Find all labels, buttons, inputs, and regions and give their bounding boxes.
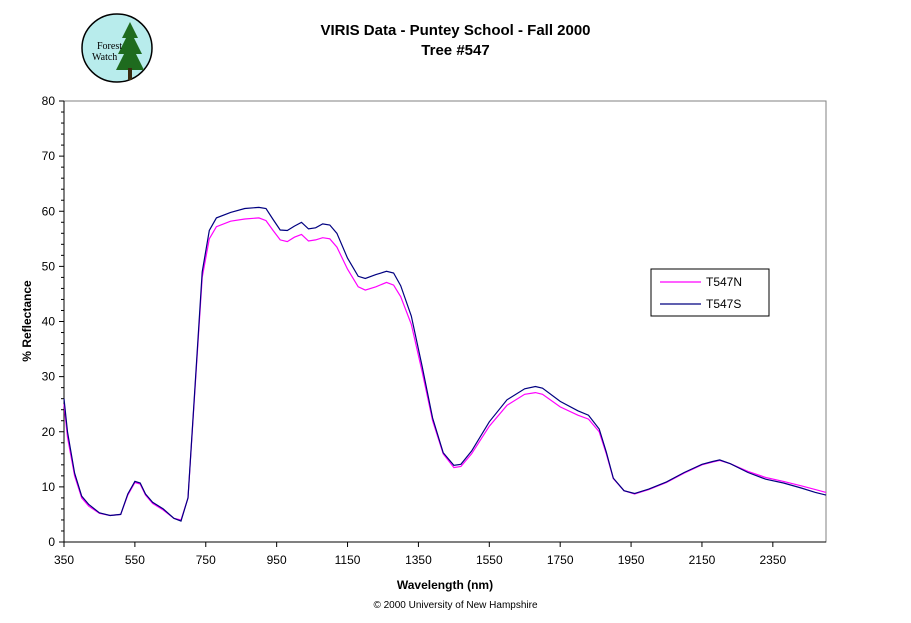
copyright-footer: © 2000 University of New Hampshire: [373, 600, 538, 611]
y-axis-label: % Reflectance: [20, 280, 34, 362]
x-tick-label: 1750: [547, 553, 574, 567]
y-tick-label: 80: [42, 94, 56, 108]
x-tick-label: 2350: [759, 553, 786, 567]
chart-title: VIRIS Data - Puntey School - Fall 2000: [320, 22, 591, 39]
x-tick-label: 750: [196, 553, 216, 567]
x-tick-label: 1550: [476, 553, 503, 567]
series-line-t547s: [63, 206, 827, 522]
x-tick-label: 1150: [335, 553, 361, 567]
legend-label: T547S: [706, 297, 741, 311]
x-tick-label: 1350: [405, 553, 432, 567]
x-tick-label: 2150: [689, 553, 716, 567]
x-tick-label: 1950: [618, 553, 645, 567]
y-tick-label: 50: [42, 259, 56, 273]
logo-text-line1: Forest: [97, 41, 122, 52]
y-tick-label: 60: [42, 204, 56, 218]
forest-watch-logo: Forest Watch: [81, 13, 153, 83]
y-tick-label: 10: [42, 480, 56, 494]
x-axis-label: Wavelength (nm): [397, 578, 493, 592]
y-tick-label: 70: [42, 149, 56, 163]
y-tick-label: 30: [42, 370, 56, 384]
y-tick-label: 20: [42, 425, 56, 439]
tree-icon: [116, 22, 144, 80]
x-tick-label: 350: [54, 553, 74, 567]
y-tick-label: 40: [42, 315, 56, 329]
chart-subtitle: Tree #547: [421, 42, 490, 59]
legend-label: T547N: [706, 275, 742, 289]
x-tick-label: 550: [125, 553, 145, 567]
y-tick-label: 0: [48, 535, 55, 549]
x-tick-label: 950: [267, 553, 287, 567]
logo-text-line2: Watch: [92, 52, 117, 63]
plot-area: [63, 100, 827, 543]
legend-box: [650, 268, 770, 317]
